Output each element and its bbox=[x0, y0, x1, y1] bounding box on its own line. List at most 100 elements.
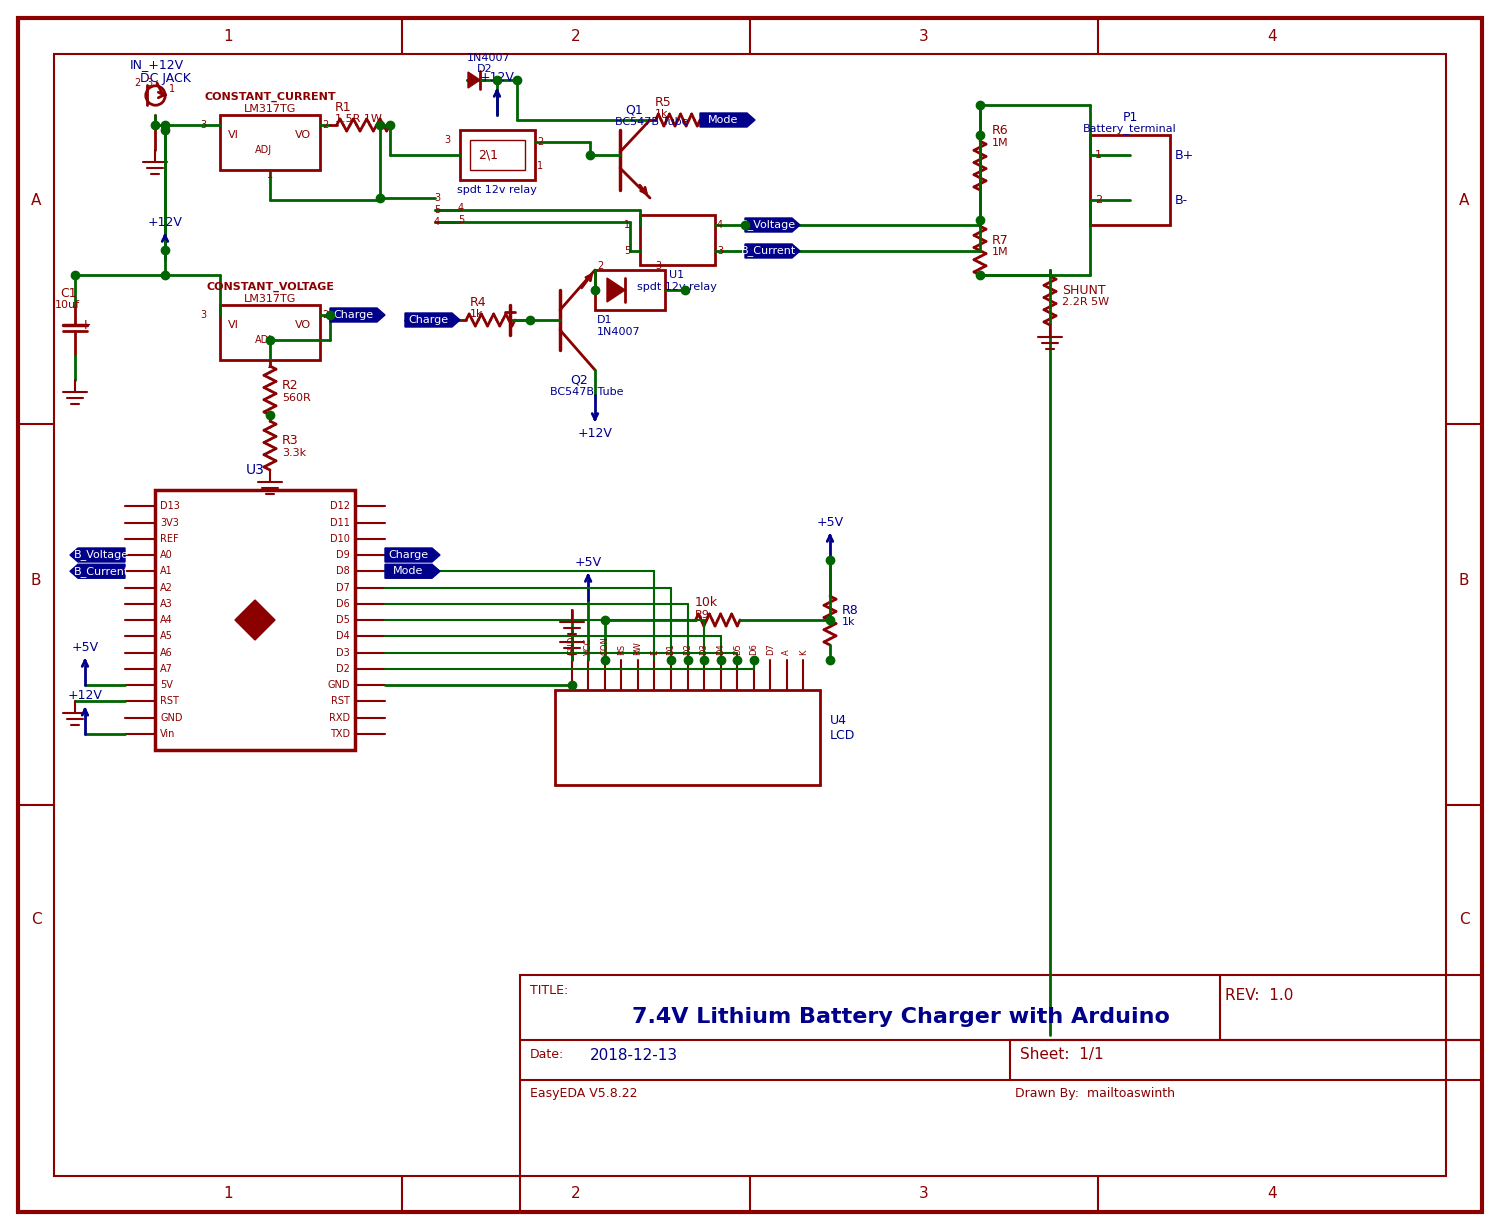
Text: Date:: Date: bbox=[530, 1048, 564, 1061]
Bar bbox=[1090, 135, 1170, 225]
Text: R6: R6 bbox=[992, 123, 1008, 137]
Text: VO: VO bbox=[296, 130, 310, 140]
Text: A0: A0 bbox=[160, 550, 172, 560]
Text: TXD: TXD bbox=[330, 728, 350, 739]
Text: LCD: LCD bbox=[830, 728, 855, 742]
Text: 1k: 1k bbox=[656, 109, 669, 119]
Text: 3: 3 bbox=[200, 121, 206, 130]
Text: D8: D8 bbox=[336, 566, 350, 576]
Text: A5: A5 bbox=[160, 631, 172, 641]
Text: Q1: Q1 bbox=[626, 103, 644, 117]
Bar bbox=[220, 114, 320, 170]
Bar bbox=[220, 305, 320, 360]
Text: A: A bbox=[783, 649, 792, 656]
Text: B+: B+ bbox=[1174, 149, 1194, 161]
Text: 1: 1 bbox=[624, 220, 630, 230]
Text: Mode: Mode bbox=[393, 566, 423, 576]
Text: 5: 5 bbox=[458, 215, 465, 225]
Polygon shape bbox=[468, 73, 480, 89]
Text: D2: D2 bbox=[336, 664, 350, 674]
Text: R7: R7 bbox=[992, 234, 1010, 246]
Text: U4: U4 bbox=[830, 713, 848, 727]
Text: RW: RW bbox=[633, 641, 642, 656]
Text: D10: D10 bbox=[330, 534, 350, 544]
Text: R3: R3 bbox=[282, 433, 298, 446]
Text: D12: D12 bbox=[330, 502, 350, 512]
Text: 2: 2 bbox=[597, 261, 603, 271]
Text: C: C bbox=[30, 913, 42, 927]
Text: 4: 4 bbox=[1268, 28, 1276, 43]
Text: TITLE:: TITLE: bbox=[530, 984, 568, 996]
Text: D2: D2 bbox=[682, 643, 692, 656]
Text: 1M: 1M bbox=[992, 138, 1008, 148]
Text: Q2: Q2 bbox=[570, 374, 588, 386]
Text: 1: 1 bbox=[267, 360, 273, 370]
Text: U1: U1 bbox=[669, 271, 684, 280]
Bar bbox=[596, 271, 664, 310]
Text: 3: 3 bbox=[444, 135, 450, 145]
Text: 1: 1 bbox=[170, 84, 176, 93]
Text: 3: 3 bbox=[920, 1187, 928, 1202]
Text: A3: A3 bbox=[160, 599, 172, 609]
Text: R1: R1 bbox=[334, 101, 351, 113]
Text: 1: 1 bbox=[1095, 150, 1102, 160]
Text: RST: RST bbox=[332, 696, 350, 706]
Text: LM317TG: LM317TG bbox=[244, 105, 296, 114]
Text: R8: R8 bbox=[842, 604, 858, 616]
Text: 1N4007: 1N4007 bbox=[466, 53, 510, 63]
Text: 4: 4 bbox=[717, 220, 723, 230]
Text: U3: U3 bbox=[246, 462, 264, 477]
Text: 5: 5 bbox=[433, 205, 441, 215]
Text: 1.5R 1W: 1.5R 1W bbox=[334, 114, 382, 124]
Text: D6: D6 bbox=[336, 599, 350, 609]
Text: VO: VO bbox=[296, 320, 310, 330]
Text: R9: R9 bbox=[694, 610, 709, 620]
Text: Sheet:  1/1: Sheet: 1/1 bbox=[1020, 1048, 1104, 1063]
Text: Battery_terminal: Battery_terminal bbox=[1083, 123, 1178, 134]
Text: +5V: +5V bbox=[72, 641, 99, 653]
Text: 2\1: 2\1 bbox=[478, 149, 498, 161]
Text: +12V: +12V bbox=[578, 427, 612, 439]
Polygon shape bbox=[608, 278, 625, 303]
Text: REF: REF bbox=[160, 534, 178, 544]
Text: D3: D3 bbox=[699, 643, 708, 656]
Text: 1k: 1k bbox=[842, 617, 855, 627]
Text: A2: A2 bbox=[160, 583, 172, 593]
Text: 7.4V Lithium Battery Charger with Arduino: 7.4V Lithium Battery Charger with Arduin… bbox=[632, 1007, 1170, 1027]
Text: 3: 3 bbox=[200, 310, 206, 320]
Text: 1: 1 bbox=[537, 161, 543, 171]
Text: 2.2R 5W: 2.2R 5W bbox=[1062, 296, 1108, 308]
Text: 1M: 1M bbox=[992, 247, 1008, 257]
Text: 4: 4 bbox=[458, 203, 464, 213]
Text: D5: D5 bbox=[732, 643, 741, 656]
Text: 2018-12-13: 2018-12-13 bbox=[590, 1048, 678, 1063]
Text: CON: CON bbox=[600, 636, 609, 656]
Text: D5: D5 bbox=[336, 615, 350, 625]
Text: GND: GND bbox=[327, 680, 350, 690]
Text: BC547B Tube: BC547B Tube bbox=[550, 387, 624, 397]
Text: 3: 3 bbox=[920, 28, 928, 43]
Text: R2: R2 bbox=[282, 379, 298, 391]
Text: 5V: 5V bbox=[160, 680, 172, 690]
Text: A7: A7 bbox=[160, 664, 172, 674]
Text: D6: D6 bbox=[750, 643, 759, 656]
Text: 2: 2 bbox=[322, 121, 328, 130]
Text: spdt 12v relay: spdt 12v relay bbox=[638, 282, 717, 292]
Text: 1: 1 bbox=[224, 28, 232, 43]
Text: 1N4007: 1N4007 bbox=[597, 327, 640, 337]
Text: RST: RST bbox=[160, 696, 178, 706]
Text: Mode: Mode bbox=[708, 114, 738, 125]
Text: D3: D3 bbox=[336, 647, 350, 658]
Text: 5: 5 bbox=[624, 246, 630, 256]
Text: Charge: Charge bbox=[333, 310, 374, 320]
Text: +: + bbox=[80, 319, 90, 332]
Text: ADJ: ADJ bbox=[255, 335, 272, 344]
Text: B: B bbox=[1458, 572, 1468, 588]
Text: C: C bbox=[1458, 913, 1470, 927]
Polygon shape bbox=[386, 565, 439, 578]
Text: DC JACK: DC JACK bbox=[140, 71, 190, 85]
Text: E: E bbox=[650, 649, 658, 656]
Text: 1: 1 bbox=[267, 170, 273, 180]
Text: D9: D9 bbox=[336, 550, 350, 560]
Text: B_Current: B_Current bbox=[74, 566, 129, 577]
